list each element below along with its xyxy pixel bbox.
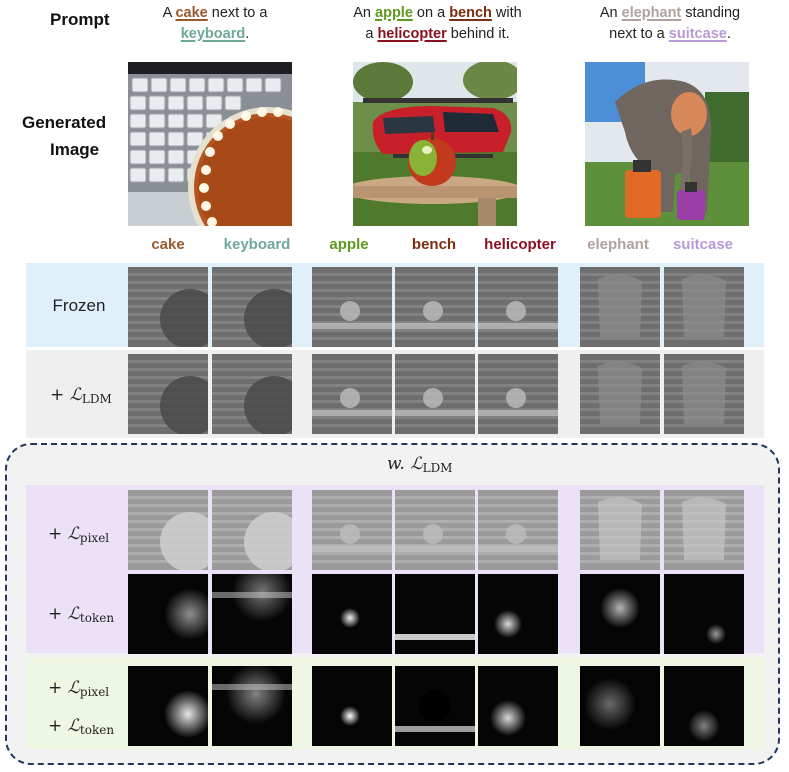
prompt-2-keyword-helicopter: helicopter xyxy=(377,26,447,42)
token-label-suitcase: suitcase xyxy=(672,236,734,253)
prompt-3-keyword-elephant: elephant xyxy=(621,5,682,21)
prompt-1-keyword-keyboard: keyboard xyxy=(180,26,246,42)
attention-map-pixel-token-cake xyxy=(128,666,208,746)
attention-map-pixel-suitcase xyxy=(664,490,744,570)
row-label-token: + ℒtoken xyxy=(48,604,115,625)
attention-map-ldm-bench xyxy=(395,354,475,434)
attention-map-pixel-bench xyxy=(395,490,475,570)
attention-map-pixel-apple xyxy=(312,490,392,570)
row-label-pixel-combined: + ℒpixel xyxy=(48,678,110,699)
generated-image-cake-keyboard xyxy=(128,62,292,226)
attention-map-frozen-keyboard xyxy=(212,267,292,347)
token-label-apple: apple xyxy=(329,236,369,253)
generated-image-apple-bench-helicopter xyxy=(353,62,517,226)
token-label-elephant: elephant xyxy=(587,236,649,253)
attention-map-ldm-helicopter xyxy=(478,354,558,434)
prompt-3-keyword-suitcase: suitcase xyxy=(668,26,727,42)
token-label-cake: cake xyxy=(151,236,185,253)
prompt-2: An apple on a bench with a helicopter be… xyxy=(353,5,522,42)
attention-map-pixel-token-elephant xyxy=(580,666,660,746)
generated-label-line1: Generated xyxy=(22,113,107,132)
attention-map-frozen-suitcase xyxy=(664,267,744,347)
prompt-2-keyword-bench: bench xyxy=(449,5,492,21)
attention-map-pixel-keyboard xyxy=(212,490,292,570)
generated-image-elephant-suitcase xyxy=(585,62,749,226)
attention-map-frozen-bench xyxy=(395,267,475,347)
token-label-keyboard: keyboard xyxy=(223,236,291,253)
generated-label-line2: Image xyxy=(50,140,100,159)
attention-map-pixel-token-suitcase xyxy=(664,666,744,746)
attention-map-frozen-apple xyxy=(312,267,392,347)
attention-map-ldm-keyboard xyxy=(212,354,292,434)
row-label-token-combined: + ℒtoken xyxy=(48,716,115,737)
row-label-pixel: + ℒpixel xyxy=(48,524,110,545)
attention-map-pixel-token-keyboard xyxy=(212,666,292,746)
prompt-2-keyword-apple: apple xyxy=(375,5,413,21)
prompt-1: A cake next to a keyboard. xyxy=(162,5,268,42)
attention-map-pixel-token-helicopter xyxy=(478,666,558,746)
attention-map-pixel-token-apple xyxy=(312,666,392,746)
attention-map-token-keyboard xyxy=(212,574,292,654)
attention-map-pixel-token-bench xyxy=(395,666,475,746)
prompt-3: An elephant standing next to a suitcase. xyxy=(599,5,741,42)
prompt-1-keyword-cake: cake xyxy=(175,5,208,21)
attention-map-ldm-elephant xyxy=(580,354,660,434)
attention-map-ldm-apple xyxy=(312,354,392,434)
attention-map-pixel-elephant xyxy=(580,490,660,570)
attention-map-frozen-elephant xyxy=(580,267,660,347)
token-label-helicopter: helicopter xyxy=(484,236,556,253)
attention-map-ldm-suitcase xyxy=(664,354,744,434)
attention-map-token-helicopter xyxy=(478,574,558,654)
attention-map-frozen-helicopter xyxy=(478,267,558,347)
row-label-ldm: + ℒLDM xyxy=(50,385,112,406)
attention-map-token-bench xyxy=(395,574,475,654)
attention-map-frozen-cake xyxy=(128,267,208,347)
attention-map-token-cake xyxy=(128,574,208,654)
attention-map-token-suitcase xyxy=(664,574,744,654)
attention-map-ldm-cake xyxy=(128,354,208,434)
row-label-frozen: Frozen xyxy=(52,296,106,315)
attention-map-token-apple xyxy=(312,574,392,654)
attention-map-pixel-helicopter xyxy=(478,490,558,570)
group-title: w. ℒLDM xyxy=(387,454,453,475)
attention-map-token-elephant xyxy=(580,574,660,654)
token-label-bench: bench xyxy=(411,236,457,253)
attention-map-pixel-cake xyxy=(128,490,208,570)
prompt-label: Prompt xyxy=(50,10,110,29)
